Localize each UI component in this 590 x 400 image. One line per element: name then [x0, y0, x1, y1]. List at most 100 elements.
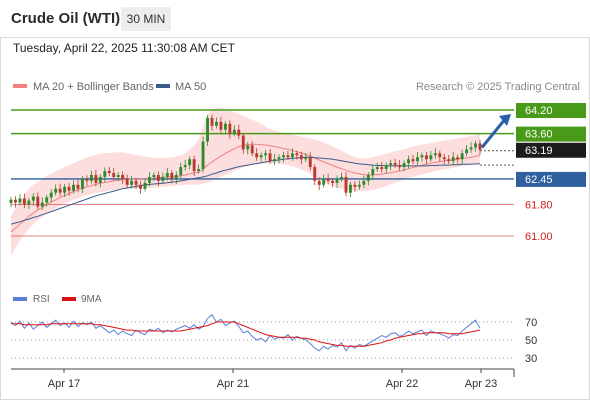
- candle: [349, 184, 352, 193]
- candle: [188, 159, 192, 166]
- credit-text: Research © 2025 Trading Central: [416, 81, 580, 93]
- candle: [442, 157, 446, 160]
- candle: [375, 167, 379, 170]
- candle: [134, 180, 138, 185]
- candle: [85, 178, 89, 181]
- candle: [201, 141, 205, 170]
- candle: [98, 176, 102, 183]
- legend-label-rsi: RSI: [33, 294, 50, 305]
- candle: [313, 167, 317, 181]
- x-tick-label: Apr 23: [465, 378, 497, 390]
- candle: [246, 145, 250, 150]
- candle: [36, 196, 40, 207]
- legend-label-ma50: MA 50: [175, 81, 206, 93]
- candle: [371, 169, 375, 175]
- candle: [116, 174, 120, 177]
- candle: [429, 155, 433, 160]
- current-price-box: [516, 142, 586, 158]
- x-tick-label: Apr 21: [217, 378, 249, 390]
- candle: [31, 196, 35, 201]
- candle: [112, 173, 116, 177]
- candle: [255, 153, 259, 158]
- current-price-label: 63.19: [525, 145, 553, 157]
- candle: [451, 157, 455, 162]
- candle: [460, 153, 464, 160]
- candle: [299, 155, 303, 160]
- legend-swatch-ma20: [13, 84, 27, 88]
- candle: [478, 143, 482, 150]
- candle: [456, 157, 460, 160]
- legend-swatch-9ma: [62, 297, 76, 301]
- chart-header: Crude Oil (WTI) 30 MIN: [0, 0, 590, 38]
- candle: [362, 180, 366, 185]
- candle: [357, 184, 361, 187]
- candle: [411, 159, 415, 162]
- candle: [416, 157, 419, 162]
- candle: [241, 135, 245, 150]
- candle: [174, 174, 178, 179]
- candle: [156, 174, 160, 181]
- rsi-level-label-70: 70: [525, 317, 537, 329]
- candle: [353, 184, 357, 187]
- level-label-61.00: 61.00: [525, 231, 553, 243]
- candle: [317, 180, 321, 185]
- candle: [9, 199, 13, 203]
- candle: [228, 123, 232, 134]
- candle: [304, 157, 308, 160]
- candle: [148, 176, 151, 183]
- rsi-ma9-line: [11, 321, 481, 347]
- candle: [67, 186, 71, 191]
- candle: [273, 159, 276, 162]
- candle: [237, 129, 241, 136]
- ma20-line: [10, 143, 481, 233]
- timeframe-badge[interactable]: 30 MIN: [121, 7, 171, 31]
- candle: [81, 178, 84, 189]
- candle: [447, 159, 451, 162]
- candle: [277, 157, 281, 160]
- candle: [76, 184, 80, 189]
- ma50-line: [10, 156, 480, 225]
- level-label-62.45: 62.45: [525, 174, 553, 186]
- candle: [179, 167, 183, 175]
- candle: [389, 163, 393, 166]
- candle: [125, 178, 129, 185]
- candle: [107, 171, 111, 173]
- candle: [206, 117, 209, 142]
- rsi-level-label-30: 30: [525, 353, 537, 365]
- candle: [398, 165, 402, 168]
- level-label-box-63.60: [516, 126, 586, 142]
- candle: [121, 174, 125, 179]
- candle: [469, 147, 473, 150]
- candle: [94, 174, 98, 183]
- candle: [282, 155, 285, 158]
- candle: [72, 184, 75, 191]
- candle: [139, 184, 142, 189]
- candle: [331, 180, 335, 183]
- candle: [130, 180, 134, 185]
- candle: [223, 123, 227, 130]
- candle: [295, 153, 299, 156]
- candle: [183, 165, 187, 168]
- candle: [49, 192, 53, 198]
- candle: [326, 178, 330, 181]
- candle: [165, 173, 169, 177]
- candle: [197, 169, 201, 172]
- candle: [366, 174, 370, 181]
- candle: [308, 157, 312, 168]
- level-label-box-64.20: [516, 103, 586, 118]
- candle: [402, 163, 406, 168]
- candle: [433, 153, 437, 156]
- candle: [420, 155, 424, 158]
- candle: [384, 165, 388, 170]
- candle: [143, 182, 147, 189]
- legend-swatch-ma50: [156, 84, 170, 88]
- legend-swatch-rsi: [13, 297, 27, 301]
- level-label-box-62.45: [516, 171, 586, 187]
- candle: [232, 129, 236, 134]
- projection-arrow-head: [499, 114, 511, 126]
- legend-label-9ma: 9MA: [81, 294, 102, 305]
- projection-arrow-shaft: [480, 117, 508, 149]
- candle: [18, 198, 22, 203]
- candle: [264, 153, 268, 156]
